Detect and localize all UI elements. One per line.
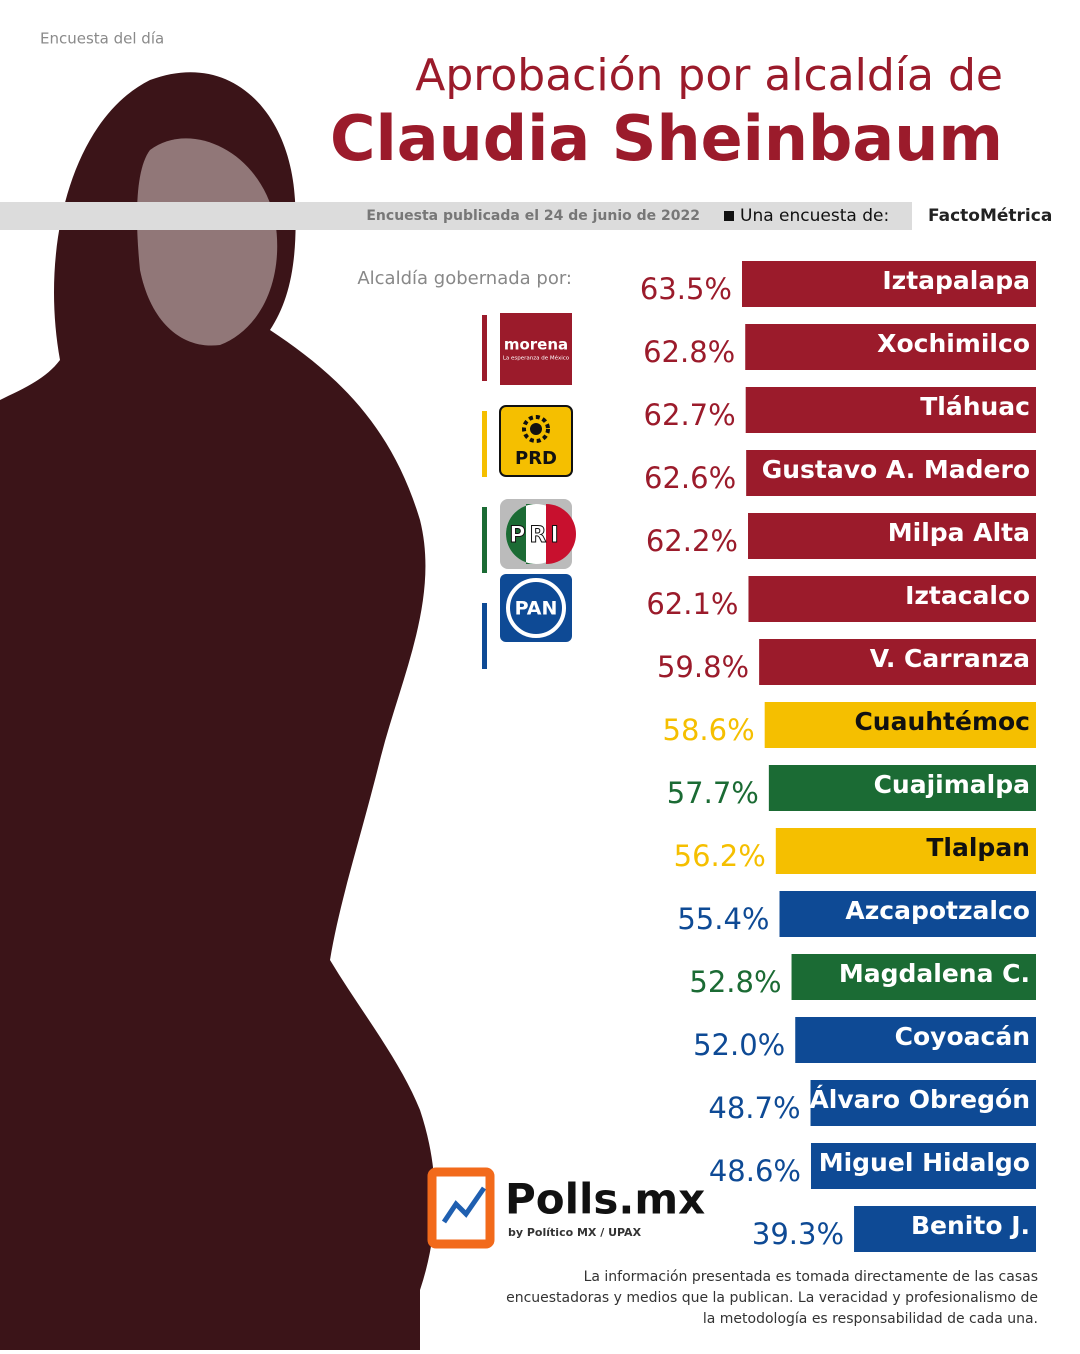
portrait-face bbox=[137, 138, 278, 346]
bar bbox=[759, 639, 1036, 685]
bar bbox=[741, 261, 1036, 307]
bar bbox=[745, 324, 1036, 370]
polls-logo: Polls.mx by Político MX / UPAX bbox=[427, 1167, 705, 1249]
value-label: 52.8% bbox=[689, 965, 781, 999]
value-label: 48.7% bbox=[708, 1091, 800, 1125]
logo-circle bbox=[506, 578, 566, 638]
value-label: 58.6% bbox=[663, 713, 755, 747]
value-label: 57.7% bbox=[667, 776, 759, 810]
bar bbox=[775, 828, 1036, 874]
title-line-2: Claudia Sheinbaum bbox=[330, 102, 1003, 175]
bar bbox=[745, 387, 1036, 433]
bar bbox=[810, 1080, 1036, 1126]
logo-sun bbox=[522, 415, 550, 443]
value-label: 55.4% bbox=[677, 902, 769, 936]
value-label: 52.0% bbox=[693, 1028, 785, 1062]
pollster: FactoMétrica bbox=[928, 206, 1052, 226]
bar-category-label: Xochimilco bbox=[877, 329, 1030, 358]
bar-chart: Iztapalapa 63.5% Xochimilco 62.8% Tláhuac 62.… bbox=[640, 261, 1036, 1252]
bar bbox=[746, 450, 1036, 496]
bar-category-label: Miguel Hidalgo bbox=[819, 1148, 1030, 1177]
legend-marker bbox=[482, 603, 487, 669]
value-label: 39.3% bbox=[752, 1217, 844, 1251]
bar bbox=[795, 1017, 1036, 1063]
logo-box bbox=[500, 574, 572, 642]
bar-category-label: V. Carranza bbox=[870, 644, 1030, 673]
bar bbox=[779, 891, 1036, 937]
footnote-line: La información presentada es tomada dire… bbox=[584, 1269, 1038, 1285]
bar bbox=[791, 954, 1036, 1000]
value-label: 56.2% bbox=[674, 839, 766, 873]
bar-category-label: Tlalpan bbox=[926, 833, 1030, 862]
logo-green bbox=[506, 504, 536, 564]
bar-category-label: Benito J. bbox=[911, 1211, 1030, 1240]
logo-text: morena bbox=[504, 336, 568, 354]
kicker: Encuesta del día bbox=[40, 30, 164, 48]
bar bbox=[810, 1143, 1036, 1189]
legend-title: Alcaldía gobernada por: bbox=[357, 268, 572, 289]
bar-category-label: Azcapotzalco bbox=[845, 896, 1030, 925]
bar-category-label: Cuauhtémoc bbox=[854, 707, 1030, 736]
bar bbox=[748, 576, 1036, 622]
value-label: 62.6% bbox=[644, 461, 736, 495]
footnote-line: encuestadoras y medios que la publican. … bbox=[506, 1290, 1038, 1306]
bullet bbox=[724, 211, 734, 221]
logo-text: PRI bbox=[509, 523, 562, 548]
logo-red bbox=[546, 504, 576, 564]
portrait-silhouette bbox=[0, 72, 435, 1350]
logo-box bbox=[500, 313, 572, 385]
by-label: Una encuesta de: bbox=[740, 206, 889, 226]
bar-category-label: Cuajimalpa bbox=[874, 770, 1030, 799]
value-label: 62.7% bbox=[644, 398, 736, 432]
bar-category-label: Milpa Alta bbox=[888, 518, 1030, 547]
bar-category-label: Magdalena C. bbox=[839, 959, 1030, 988]
value-label: 62.2% bbox=[646, 524, 738, 558]
value-label: 59.8% bbox=[657, 650, 749, 684]
bar bbox=[748, 513, 1036, 559]
value-label: 63.5% bbox=[640, 272, 732, 306]
bar-category-label: Coyoacán bbox=[895, 1022, 1030, 1051]
footnote-line: la metodología es responsabilidad de cad… bbox=[703, 1311, 1038, 1327]
brand-name: Polls.mx bbox=[505, 1175, 705, 1224]
bar-category-label: Iztacalco bbox=[905, 581, 1030, 610]
bar-category-label: Iztapalapa bbox=[882, 266, 1030, 295]
logo-text: PRD bbox=[515, 448, 557, 469]
bar-category-label: Tláhuac bbox=[920, 392, 1030, 421]
legend-marker bbox=[482, 411, 487, 477]
logo-sun-core bbox=[530, 423, 542, 435]
bar-category-label: Álvaro Obregón bbox=[809, 1085, 1030, 1114]
value-label: 62.1% bbox=[646, 587, 738, 621]
title-line-1: Aprobación por alcaldía de bbox=[415, 50, 1003, 101]
bar bbox=[854, 1206, 1036, 1252]
bar-category-label: Gustavo A. Madero bbox=[762, 455, 1030, 484]
published-date: Encuesta publicada el 24 de junio de 202… bbox=[366, 208, 700, 224]
bar bbox=[768, 765, 1036, 811]
value-label: 48.6% bbox=[709, 1154, 801, 1188]
logo-box bbox=[499, 405, 573, 477]
legend-marker bbox=[482, 315, 487, 381]
logo-text: PAN bbox=[515, 598, 558, 620]
brand-byline: by Político MX / UPAX bbox=[508, 1226, 642, 1239]
value-label: 62.8% bbox=[643, 335, 735, 369]
info-strip bbox=[0, 202, 912, 230]
bar bbox=[764, 702, 1036, 748]
logo-tagline: La esperanza de México bbox=[503, 355, 570, 362]
legend-marker bbox=[482, 507, 487, 573]
